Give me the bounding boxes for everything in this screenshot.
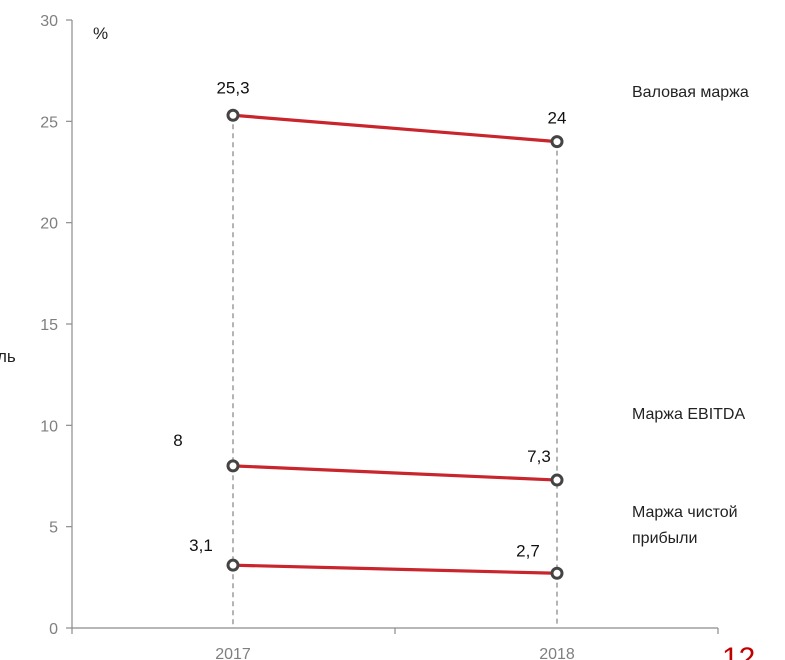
category-guide-lines (232, 115, 558, 628)
y-tick-label: 15 (40, 317, 58, 334)
data-label: 8 (173, 431, 182, 450)
data-point (226, 558, 240, 572)
y-tick-label: 5 (49, 520, 58, 537)
data-label: 25,3 (216, 78, 249, 97)
data-point (550, 135, 564, 149)
y-tick-label: 30 (40, 13, 58, 30)
data-label: 2,7 (516, 541, 540, 560)
series-name-label: прибыли (632, 530, 697, 547)
series-group (226, 108, 564, 580)
data-label: 24 (548, 109, 567, 128)
label-group: 25,3 24 Валовая маржа 8 7,3 Маржа EBITDA 3,1 2,… (173, 78, 749, 560)
series-line (232, 464, 558, 482)
data-label: 3,1 (189, 536, 213, 555)
series-name-label: Валовая маржа (632, 84, 749, 101)
y-tick-label: 10 (40, 418, 58, 435)
series-name-label: Маржа EBITDA (632, 406, 745, 423)
x-tick-label: 2018 (539, 646, 575, 660)
series-name-label: Маржа чистой (632, 504, 738, 521)
page-number: 12 (722, 642, 755, 660)
y-tick-label: 20 (40, 216, 58, 233)
y-tick-label: 25 (40, 114, 58, 131)
series-line (232, 113, 558, 144)
data-point (226, 459, 240, 473)
y-tick-label: 0 (49, 621, 58, 638)
data-point (550, 473, 564, 487)
data-point (550, 566, 564, 580)
series-line (232, 563, 558, 575)
x-tick-label: 2017 (215, 646, 251, 660)
data-label: 7,3 (527, 447, 551, 466)
cropped-axis-title-fragment: ль (0, 347, 16, 366)
chart-axes: 0 5 10 15 20 25 30 2017 2018 (40, 13, 719, 660)
data-point (226, 108, 240, 122)
y-unit-label: % (93, 24, 108, 43)
